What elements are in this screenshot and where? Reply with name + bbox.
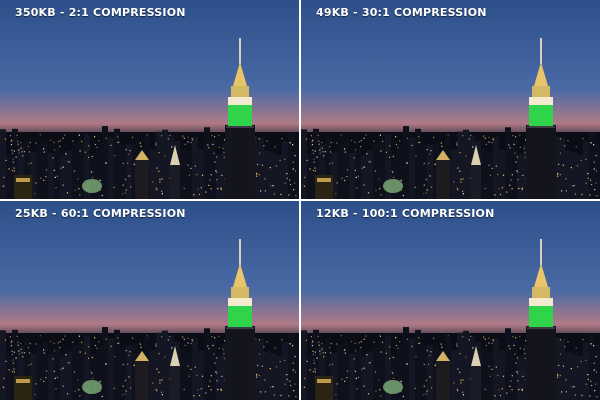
night-skyline-photo	[301, 0, 600, 199]
night-skyline-photo	[0, 201, 299, 400]
panel-350kb: 350KB - 2:1 COMPRESSION	[0, 0, 299, 199]
night-skyline-photo	[301, 201, 600, 400]
night-skyline-photo	[0, 0, 299, 199]
panel-caption: 49KB - 30:1 COMPRESSION	[316, 6, 487, 19]
panel-25kb: 25KB - 60:1 COMPRESSION	[0, 201, 299, 400]
panel-caption: 25KB - 60:1 COMPRESSION	[15, 207, 186, 220]
panel-caption: 350KB - 2:1 COMPRESSION	[15, 6, 186, 19]
panel-12kb: 12KB - 100:1 COMPRESSION	[301, 201, 600, 400]
panel-caption: 12KB - 100:1 COMPRESSION	[316, 207, 495, 220]
panel-49kb: 49KB - 30:1 COMPRESSION	[301, 0, 600, 199]
